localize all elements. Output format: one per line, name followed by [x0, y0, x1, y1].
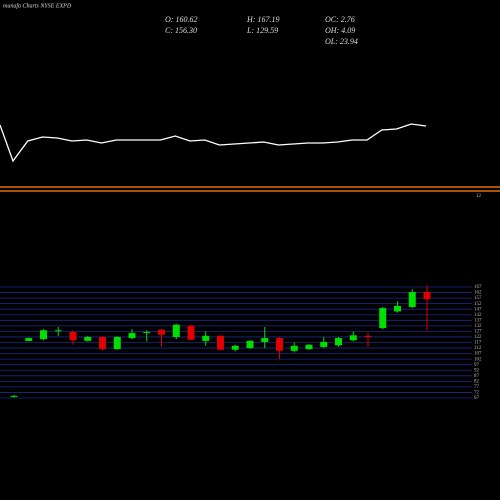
y-tick-label: 77 [474, 385, 480, 390]
y-tick-label: 67 [474, 396, 480, 401]
y-tick-label: 102 [474, 357, 482, 362]
stat: C: 156.30 [165, 26, 197, 35]
candle-body [187, 325, 195, 340]
y-tick-label: 82 [474, 379, 480, 384]
candle-body [349, 335, 357, 341]
y-tick-label: 157 [474, 296, 482, 301]
candle-body [276, 338, 283, 351]
candle-body [158, 329, 165, 335]
candle-body [143, 331, 151, 333]
candle-body [394, 305, 401, 312]
y-tick-label: 162 [474, 291, 482, 296]
y-tick-label: 117 [474, 341, 482, 346]
y-tick-label: 142 [474, 313, 482, 318]
candle-body [54, 330, 62, 332]
candle-body [69, 331, 77, 341]
candle-body [217, 335, 224, 350]
stat: H: 167.19 [246, 15, 279, 24]
candle-body [99, 336, 106, 350]
candle-body [364, 335, 372, 337]
y-tick-label: 97 [474, 363, 480, 368]
candle-body [172, 324, 180, 337]
y-tick-label: 167 [474, 285, 482, 290]
y-tick-label: 112 [474, 346, 482, 351]
y-tick-label: 127 [474, 330, 482, 335]
candle-body [423, 291, 431, 300]
candle-body [202, 335, 210, 341]
candle-body [84, 336, 92, 341]
candle-body [10, 395, 18, 397]
stat: O: 160.62 [165, 15, 197, 24]
y-tick-label: 122 [474, 335, 482, 340]
y-tick-label: 72 [474, 391, 480, 396]
candle-body [261, 338, 269, 342]
chart-title: munafa Charts NYSE EXPD [3, 2, 72, 9]
candle-body [335, 338, 342, 346]
candle-body [246, 340, 254, 349]
annotation: 12 [476, 194, 482, 199]
y-tick-label: 132 [474, 324, 482, 329]
candle-body [305, 344, 313, 350]
candle-body [40, 330, 47, 340]
price-line [0, 123, 427, 163]
candle-body [408, 291, 416, 307]
y-tick-label: 87 [474, 374, 480, 379]
y-tick-label: 147 [474, 307, 482, 312]
candle-body [290, 345, 298, 351]
candle-body [128, 333, 136, 339]
y-tick-label: 137 [474, 318, 482, 323]
candle-body [25, 338, 33, 341]
stat: OL: 23.94 [325, 37, 358, 46]
y-tick-label: 152 [474, 302, 482, 307]
y-tick-label: 107 [474, 352, 482, 357]
candle-body [320, 341, 328, 347]
stat: OH: 4.09 [325, 26, 355, 35]
candle-body [379, 308, 387, 329]
candle-body [231, 345, 239, 350]
candle-body [113, 336, 121, 350]
stat: L: 129.59 [246, 26, 278, 35]
stat: OC: 2.76 [325, 15, 355, 24]
y-tick-label: 92 [474, 368, 480, 373]
